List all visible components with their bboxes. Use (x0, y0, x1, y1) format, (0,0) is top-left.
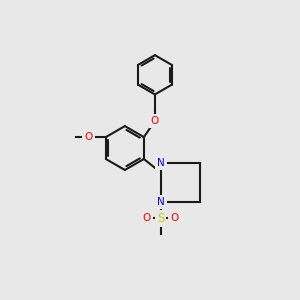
Text: O: O (84, 132, 93, 142)
Text: N: N (157, 158, 165, 168)
Text: N: N (157, 197, 165, 207)
Text: O: O (170, 214, 179, 224)
Text: O: O (151, 116, 159, 126)
Text: O: O (143, 214, 151, 224)
Text: S: S (157, 212, 164, 225)
